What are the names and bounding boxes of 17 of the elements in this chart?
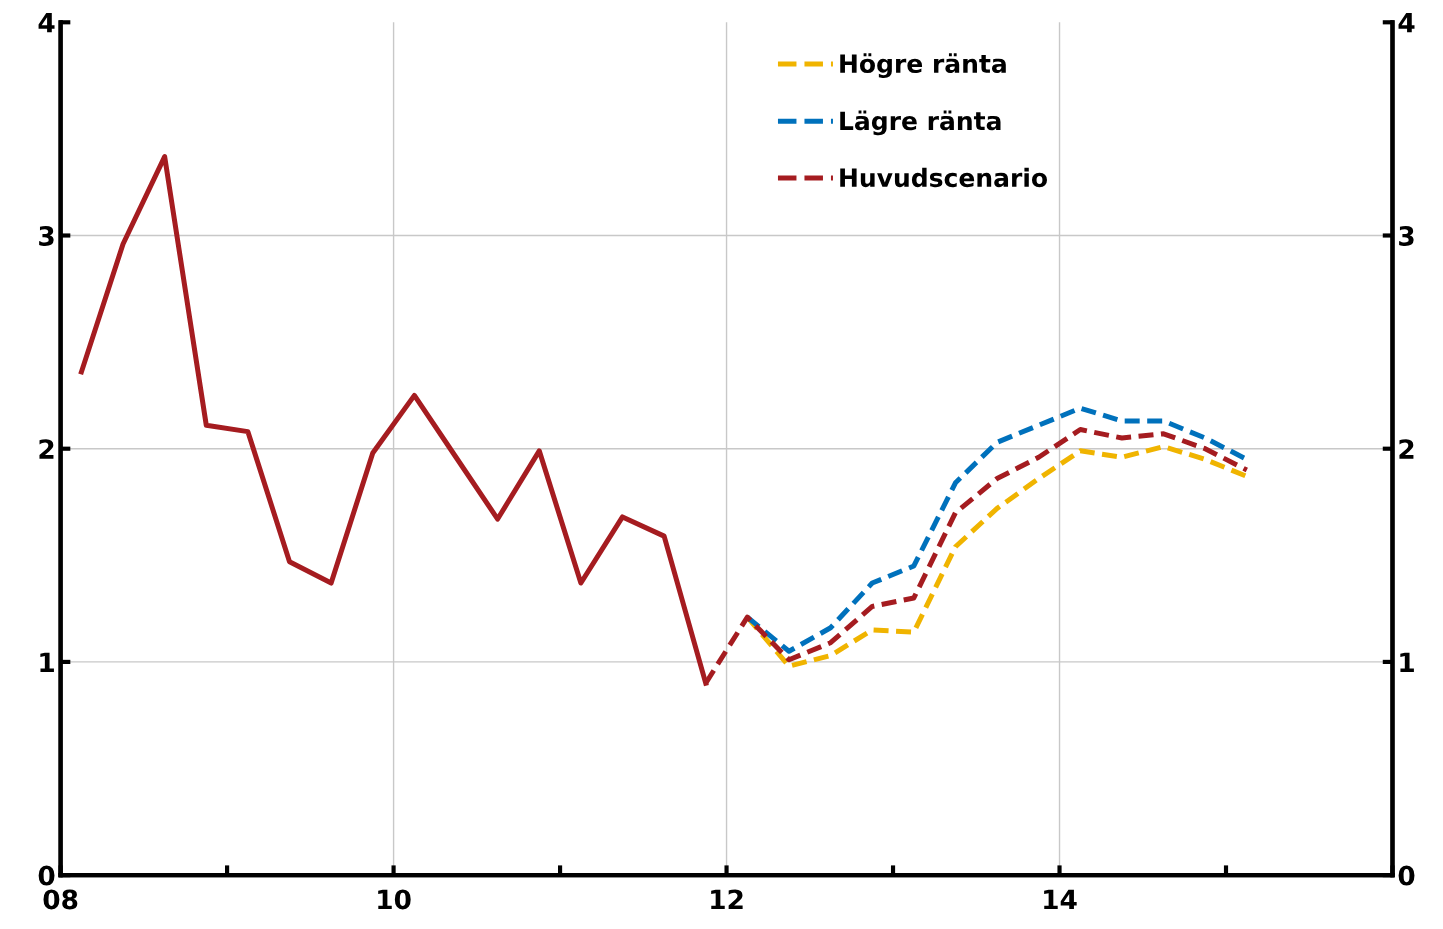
y2-tick-label: 1 [1400,652,1414,672]
y-tick-label: 0 [38,865,55,886]
y-tick-label: 3 [39,225,54,246]
y2-tick-label: 4 [1398,13,1415,33]
x-tick-label: 08 [43,889,78,910]
y2-tick-label: 3 [1399,225,1414,246]
legend-label: Lägre ränta [840,110,1001,136]
x-tick-label: 10 [378,889,411,910]
x-tick-label: 12 [711,889,743,910]
y-tick-label: 2 [39,439,54,459]
y-tick-label: 4 [38,13,55,33]
x-tick-label: 14 [1044,889,1077,910]
legend-label: Huvudscenario [840,167,1047,188]
y2-tick-label: 2 [1399,439,1414,459]
y-tick-label: 1 [40,652,54,672]
legend-label: Högre ränta [840,53,1006,79]
y2-tick-label: 0 [1398,865,1415,886]
